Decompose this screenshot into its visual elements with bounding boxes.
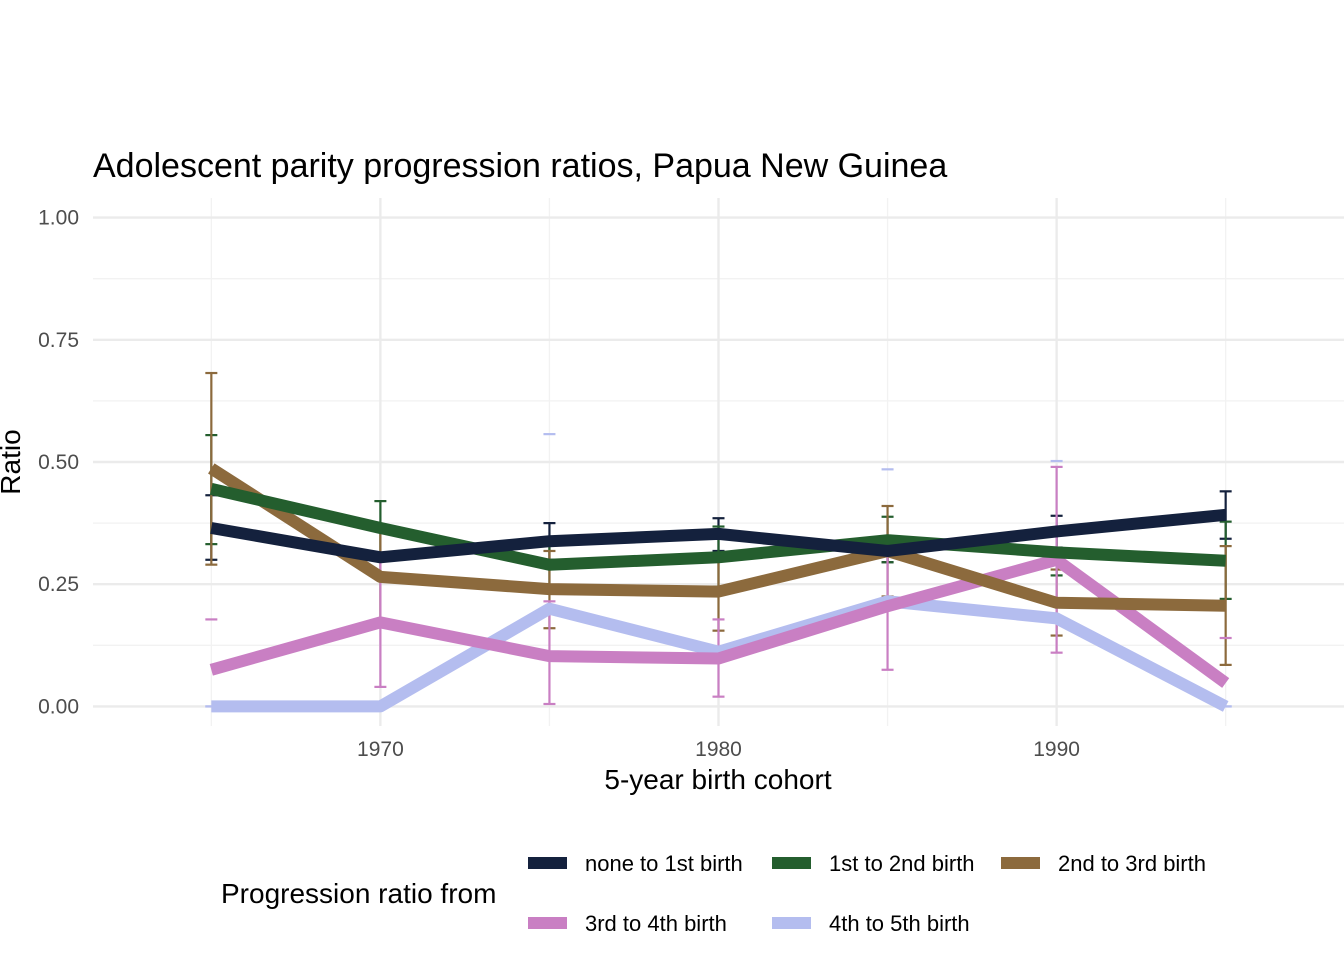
legend-label: 3rd to 4th birth — [585, 911, 727, 936]
legend-item-none-to-1st-birth: none to 1st birth — [528, 851, 743, 876]
legend-label: 1st to 2nd birth — [829, 851, 975, 876]
series-line-1st-to-2nd-birth — [209, 483, 1226, 571]
x-axis-title: 5-year birth cohort — [604, 764, 831, 795]
series-line-2nd-to-3rd-birth — [208, 463, 1226, 612]
legend-item-3rd-to-4th-birth: 3rd to 4th birth — [528, 911, 727, 936]
legend-label: none to 1st birth — [585, 851, 743, 876]
y-tick-label: 0.50 — [38, 451, 79, 474]
y-tick-label: 0.25 — [38, 573, 79, 596]
series-line-none-to-1st-birth — [210, 508, 1227, 564]
legend-label: 4th to 5th birth — [829, 911, 970, 936]
x-tick-label: 1980 — [695, 738, 742, 761]
y-tick-label: 1.00 — [38, 207, 79, 230]
y-tick-label: 0.75 — [38, 329, 79, 352]
x-tick-label: 1990 — [1033, 738, 1080, 761]
series-line-4th-to-5th-birth — [211, 595, 1229, 713]
legend-item-2nd-to-3rd-birth: 2nd to 3rd birth — [1001, 851, 1206, 876]
y-axis-title: Ratio — [0, 429, 26, 494]
legend-item-4th-to-5th-birth: 4th to 5th birth — [772, 911, 970, 936]
legend-label: 2nd to 3rd birth — [1058, 851, 1206, 876]
series-line-3rd-to-4th-birth — [209, 553, 1230, 688]
chart-title: Adolescent parity progression ratios, Pa… — [93, 147, 947, 185]
x-tick-label: 1970 — [357, 738, 404, 761]
y-axis-ticks: 0.00 0.25 0.50 0.75 1.00 — [38, 207, 79, 719]
series-lines — [208, 463, 1230, 713]
x-axis-ticks: 1970 1980 1990 — [357, 738, 1080, 761]
legend-title: Progression ratio from — [221, 878, 496, 909]
y-tick-label: 0.00 — [38, 695, 79, 718]
legend: Progression ratio from none to 1st birth… — [221, 851, 1206, 936]
legend-item-1st-to-2nd-birth: 1st to 2nd birth — [772, 851, 975, 876]
